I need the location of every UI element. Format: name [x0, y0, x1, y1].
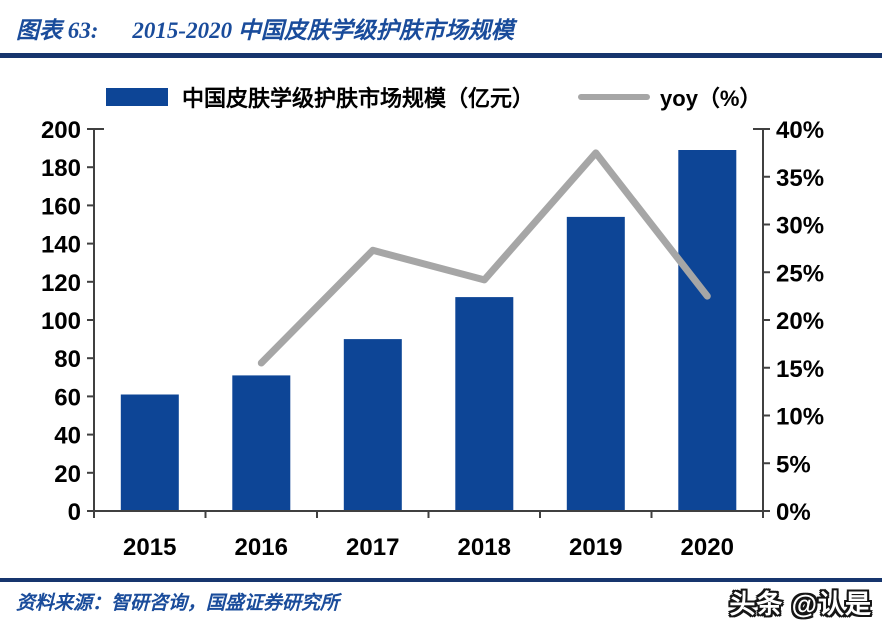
x-category-label: 2019: [569, 534, 622, 561]
x-category-label: 2015: [123, 534, 176, 561]
right-tick-label: 35%: [776, 165, 824, 192]
left-tick-label: 60: [54, 384, 81, 411]
yoy-line: [257, 149, 711, 367]
bar-2016: [232, 375, 291, 511]
left-tick-label: 140: [41, 232, 81, 259]
left-tick-label: 20: [54, 461, 81, 488]
left-tick-label: 80: [54, 346, 81, 373]
right-tick-label: 15%: [776, 356, 824, 383]
chart-title: 2015-2020 中国皮肤学级护肤市场规模: [132, 18, 514, 43]
bar-series-label: 中国皮肤学级护肤市场规模（亿元）: [182, 86, 535, 111]
right-tick-label: 0%: [776, 499, 811, 526]
plot-svg: 0 20 40 60 80 100 120 140 160 180 200 0% 5% 10% 15% 20%…: [41, 117, 824, 561]
right-tick-label: 30%: [776, 213, 824, 240]
left-tick-label: 180: [41, 155, 81, 182]
bar-2018: [455, 297, 514, 511]
source-note: 资料来源：智研咨询，国盛证券研究所: [16, 593, 340, 614]
bar-2020: [678, 150, 737, 511]
left-tick-label: 120: [41, 270, 81, 297]
bar-series-swatch: [106, 88, 168, 106]
left-tick-label: 200: [41, 117, 81, 144]
x-category-label: 2017: [346, 534, 399, 561]
top-divider: [0, 53, 882, 58]
axis-frame: [93, 128, 764, 512]
right-tick-label: 20%: [776, 308, 824, 335]
x-category-label: 2018: [458, 534, 511, 561]
right-tick-label: 40%: [776, 117, 824, 144]
bar-2015: [120, 394, 179, 511]
right-tick-label: 25%: [776, 260, 824, 287]
left-tick-label: 0: [68, 499, 81, 526]
bottom-divider: [0, 578, 882, 582]
left-tick-label: 160: [41, 193, 81, 220]
bar-2019: [566, 216, 625, 511]
right-tick-label: 5%: [776, 451, 811, 478]
right-tick-label: 10%: [776, 404, 824, 431]
line-series-label: yoy（%）: [660, 86, 762, 111]
x-category-label: 2020: [681, 534, 734, 561]
watermark-text: 头条 @认是: [729, 589, 872, 619]
line-series-swatch: [578, 94, 651, 100]
bar-2017: [343, 339, 402, 511]
chart-legend: 中国皮肤学级护肤市场规模（亿元） yoy（%）: [106, 81, 762, 113]
left-tick-label: 40: [54, 423, 81, 450]
left-tick-label: 100: [41, 308, 81, 335]
chart-header: 图表 63: 2015-2020 中国皮肤学级护肤市场规模: [16, 11, 514, 45]
x-category-label: 2016: [235, 534, 288, 561]
figure-label: 图表 63:: [16, 18, 99, 43]
